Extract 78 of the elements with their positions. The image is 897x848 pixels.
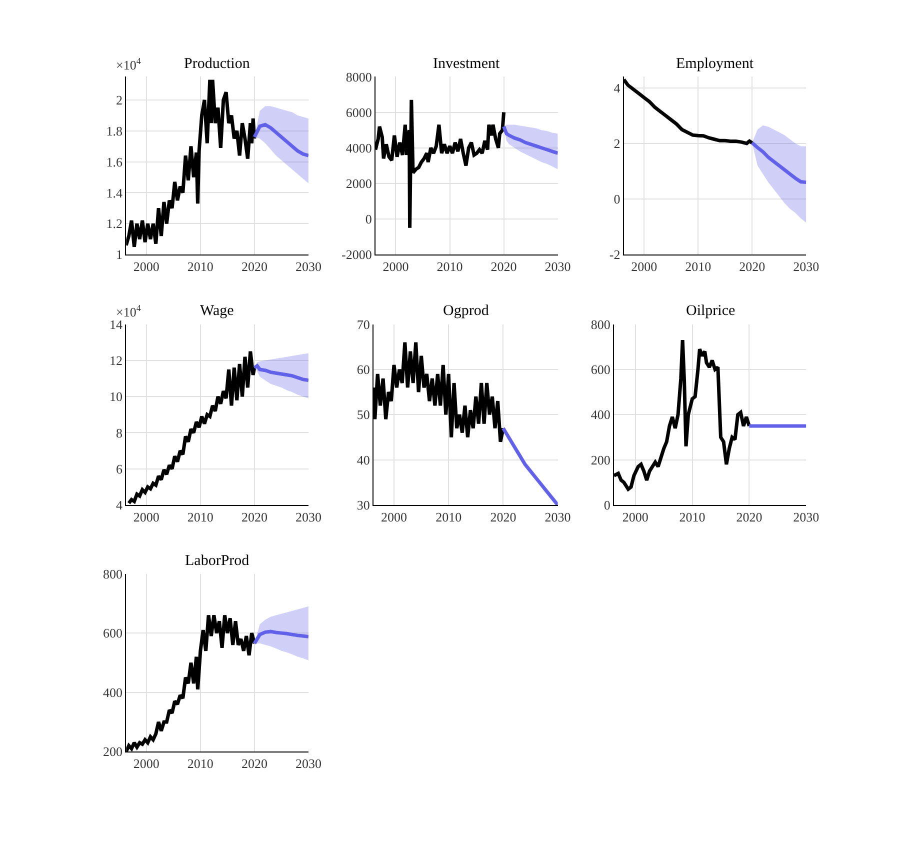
line-series [252,630,308,646]
y-tick-label: 1.4 [106,185,124,200]
x-tick-label: 2010 [436,510,462,525]
chart-title: Oilprice [686,303,736,319]
x-tick-label: 2010 [679,510,706,525]
x-tick-label: 2020 [241,510,268,525]
y-tick-label: 1 [116,247,123,262]
x-tick-label: 2010 [187,756,214,772]
line-series [502,124,558,155]
x-tick-label: 2000 [382,259,409,274]
y-tick-label: 0 [604,498,610,513]
y-tick-label: 1.2 [106,216,123,232]
y-tick-label: 400 [590,407,610,422]
line-series [501,426,558,506]
y-tick-label: 4 [116,498,124,513]
y-tick-label: 800 [590,316,610,332]
text: ×10$^{4}$ [116,56,142,72]
y-tick-label: 0 [614,192,620,207]
y-tick-label: 14 [110,316,124,332]
y-tick-label: 4000 [346,140,372,156]
chart-title: Wage [200,303,234,319]
y-tick-label: -2000 [342,247,372,262]
chart-title: Production [184,56,250,72]
y-tick-label: 70 [356,316,370,332]
y-tick-label: 6000 [346,104,372,120]
x-tick-label: 2000 [631,259,658,274]
y-tick-label: 200 [590,452,610,468]
x-tick-label: 2030 [793,510,820,525]
chart-title: Ogprod [443,303,490,319]
x-tick-label: 2010 [187,510,214,525]
y-tick-label: 400 [103,684,123,700]
y-tick-label: 8000 [346,69,372,84]
x-tick-label: 2000 [133,756,160,772]
x-tick-label: 2030 [295,756,322,772]
y-tick-label: 2000 [346,176,372,191]
y-tick-label: 2 [116,92,123,108]
x-tick-label: 2010 [436,259,463,274]
line-series [750,141,806,184]
x-tick-label: 2000 [133,259,160,274]
y-tick-label: 600 [103,626,123,641]
x-tick-label: 2030 [295,259,322,274]
y-tick-label: 12 [110,352,123,368]
y-tick-label: 2 [614,136,620,151]
x-tick-label: 2020 [490,259,517,274]
y-tick-label: 4 [614,80,621,96]
chart-title: Investment [433,56,500,72]
y-tick-label: -2 [609,247,620,262]
y-tick-label: 1.8 [106,123,123,138]
y-tick-label: 200 [103,744,123,760]
x-tick-label: 2020 [490,510,516,525]
text: ×10$^{4}$ [116,303,142,320]
y-tick-label: 40 [356,452,370,468]
y-tick-label: 600 [590,362,610,378]
y-tick-label: 30 [356,498,370,513]
y-tick-label: 0 [365,212,372,227]
x-tick-label: 2010 [685,259,712,274]
x-tick-label: 2000 [380,510,407,525]
x-tick-label: 2010 [187,259,214,274]
y-tick-label: 8 [116,425,123,440]
x-tick-label: 2000 [133,510,160,525]
y-tick-label: 10 [110,389,123,404]
line-series [252,122,308,158]
y-tick-label: 800 [103,566,123,582]
line-series [252,364,308,382]
x-tick-label: 2020 [739,259,766,274]
x-tick-label: 2030 [544,510,571,525]
chart-title: Employment [676,56,754,72]
x-tick-label: 2020 [241,756,268,772]
y-tick-label: 60 [356,362,370,378]
x-tick-label: 2030 [793,259,820,274]
x-tick-label: 2020 [241,259,268,274]
y-tick-label: 1.6 [106,154,124,170]
y-tick-label: 50 [356,407,370,422]
x-tick-label: 2030 [295,510,322,525]
x-tick-label: 2030 [544,259,571,274]
y-tick-label: 6 [116,461,124,476]
x-tick-label: 2020 [736,510,762,525]
chart-title: LaborProd [185,553,250,569]
